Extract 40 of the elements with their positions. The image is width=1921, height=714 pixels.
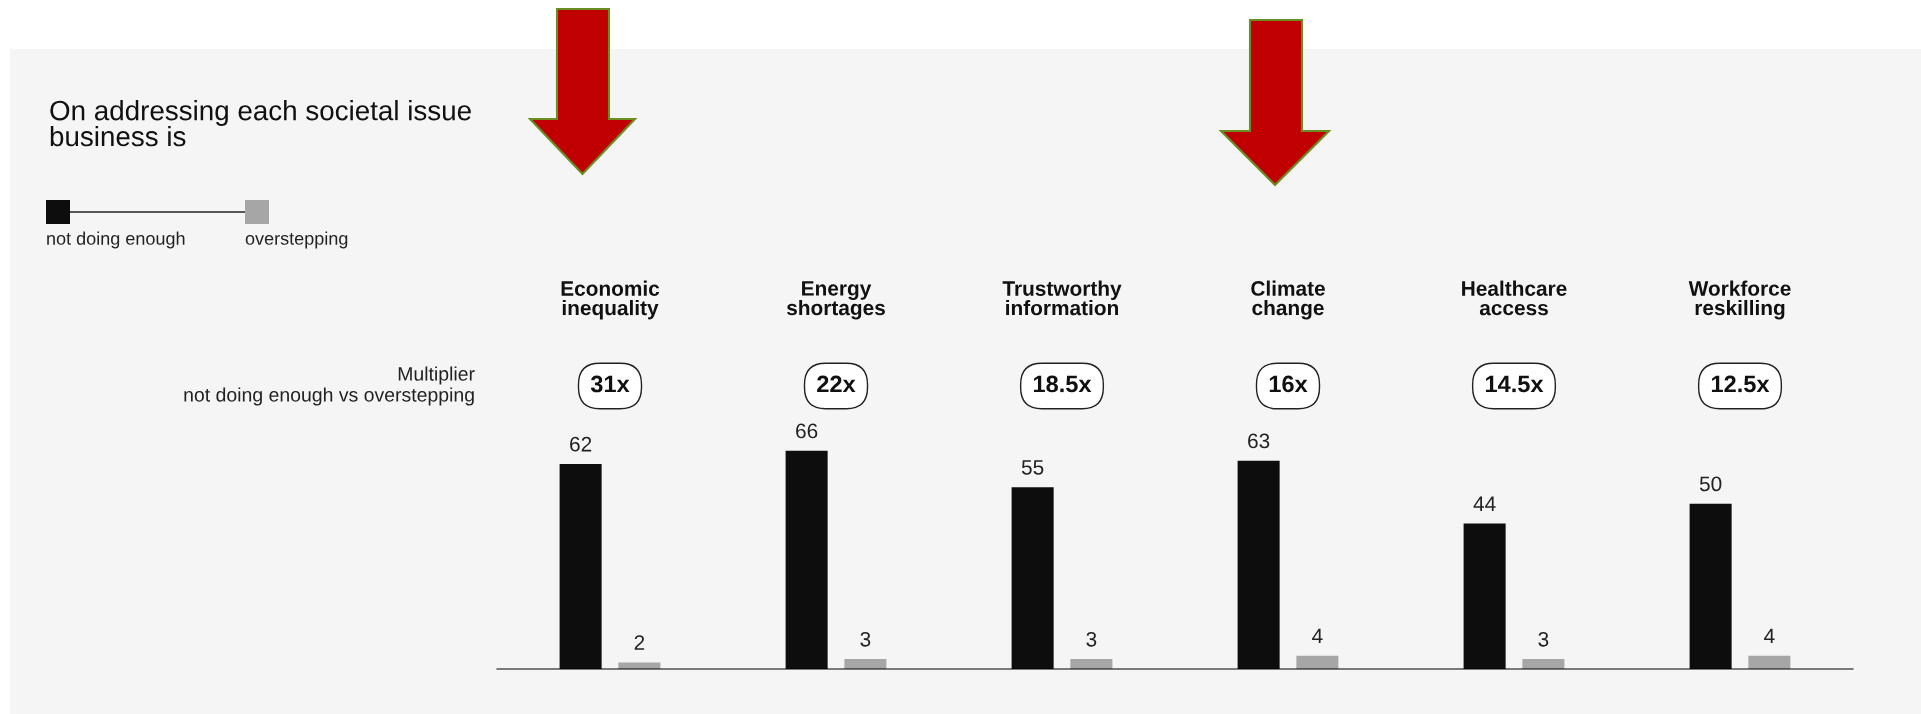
text: On addressing each societal issue business is bbox=[50, 100, 471, 147]
bar bbox=[618, 662, 661, 669]
data-label: 55 bbox=[1021, 460, 1044, 475]
x-tick-label: Economic inequality bbox=[561, 280, 660, 320]
data-label: 44 bbox=[1473, 496, 1496, 511]
x-tick-label: Workforce reskilling bbox=[1688, 280, 1791, 320]
bar bbox=[1748, 655, 1791, 669]
text: 22x bbox=[817, 375, 856, 393]
data-label: 62 bbox=[570, 436, 592, 452]
data-label: 4 bbox=[1312, 628, 1323, 644]
bar bbox=[1070, 659, 1113, 669]
text: 12.5x bbox=[1711, 375, 1770, 393]
data-label: 50 bbox=[1699, 476, 1722, 492]
data-label: 4 bbox=[1764, 628, 1775, 644]
bar bbox=[1237, 460, 1280, 669]
bar bbox=[559, 464, 602, 669]
bar bbox=[1463, 523, 1506, 669]
legend-label: not doing enough bbox=[47, 231, 185, 249]
legend-label: overstepping bbox=[245, 231, 348, 249]
data-label: 63 bbox=[1248, 433, 1270, 449]
text: 16x bbox=[1269, 375, 1308, 393]
text: 18.5x bbox=[1033, 375, 1092, 393]
x-tick-label: Healthcare access bbox=[1462, 280, 1567, 316]
bar bbox=[1689, 503, 1732, 669]
text: 14.5x bbox=[1485, 375, 1544, 393]
bar bbox=[1522, 659, 1565, 669]
data-label: 2 bbox=[634, 635, 645, 650]
bar bbox=[1296, 655, 1339, 669]
data-label: 66 bbox=[796, 423, 818, 439]
x-tick-label: Energy shortages bbox=[786, 281, 885, 320]
x-tick-label: Climate change bbox=[1251, 280, 1325, 320]
bar bbox=[785, 450, 828, 669]
data-label: 3 bbox=[860, 631, 871, 647]
bar bbox=[1011, 487, 1054, 669]
x-tick-label: Trustworthy information bbox=[1002, 280, 1122, 316]
data-label: 3 bbox=[1538, 631, 1549, 647]
text: Multiplier not doing enough vs overstepping bbox=[184, 366, 475, 406]
bar bbox=[844, 659, 887, 669]
data-label: 3 bbox=[1086, 631, 1097, 647]
text: 31x bbox=[590, 375, 630, 393]
